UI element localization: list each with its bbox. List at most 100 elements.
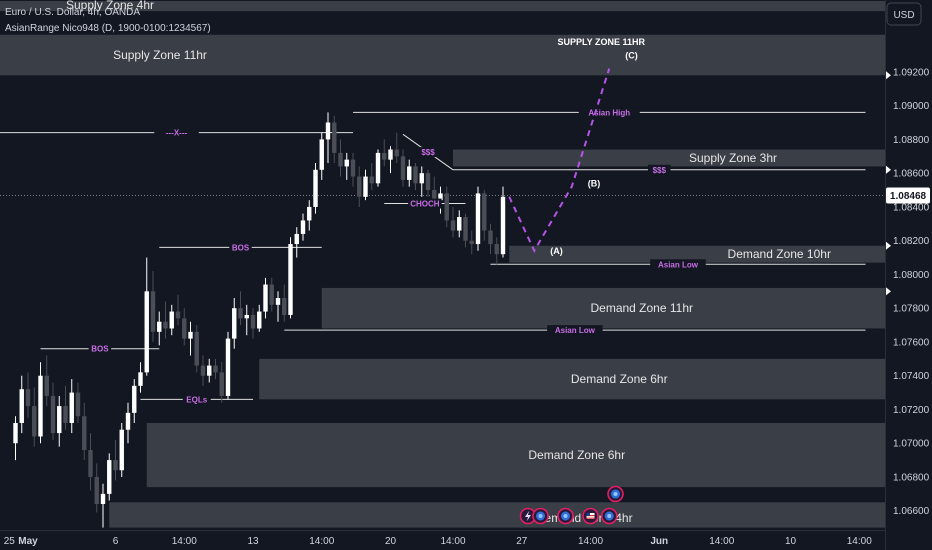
candle-body — [488, 230, 493, 245]
candle-body — [307, 206, 312, 221]
candle-body — [344, 159, 349, 167]
currency-button-label: USD — [893, 10, 914, 21]
candle-body — [375, 152, 381, 184]
price-axis[interactable]: 1.09200 1.09000 1.08800 1.08600 1.08400 1.082… — [885, 0, 932, 550]
candle-body — [332, 122, 337, 153]
annotation-label: $$$ — [421, 148, 435, 157]
zone-box — [453, 149, 885, 167]
candle-body — [432, 190, 437, 201]
candle-body — [169, 311, 174, 329]
projection-label: (A) — [550, 246, 563, 256]
candle-body — [232, 308, 237, 339]
zone-label: Demand Zone 6hr — [571, 372, 668, 386]
globe-icon[interactable] — [557, 507, 574, 525]
candle-body — [438, 193, 443, 201]
candle-body — [44, 375, 49, 396]
candle-body — [419, 173, 424, 184]
candle-body — [219, 372, 224, 396]
candle-body — [144, 291, 149, 373]
price-tick-label: 1.09000 — [893, 101, 930, 112]
candle-body — [225, 338, 231, 396]
annotation-label: Asian Low — [658, 260, 699, 269]
candle-body — [157, 321, 162, 332]
price-tick-label: 1.07200 — [893, 405, 930, 416]
candle-body — [207, 365, 212, 376]
candle-body — [300, 220, 306, 234]
candle-body — [13, 422, 18, 444]
currency-button[interactable]: USD — [886, 2, 922, 26]
event-markers-layer — [519, 485, 624, 525]
price-tick-label: 1.07400 — [893, 371, 930, 382]
zone-box — [509, 245, 885, 263]
candle-body — [113, 460, 118, 471]
zones-layer: Supply Zone 4hr Supply Zone 11hr Supply Zo… — [0, 0, 885, 528]
candle-body — [494, 244, 499, 255]
candle-body — [244, 314, 249, 319]
candle-body — [182, 318, 187, 339]
us-flag-icon[interactable] — [582, 507, 599, 525]
candle-body — [107, 460, 112, 494]
globe-icon[interactable] — [607, 485, 624, 503]
candle-body — [282, 298, 287, 315]
globe-icon[interactable] — [601, 507, 618, 525]
time-tick-label: 14:00 — [847, 536, 872, 547]
zone-box — [0, 1, 885, 12]
flag-stripe — [586, 515, 595, 517]
annotation-label: BOS — [91, 345, 109, 354]
time-tick-label: 6 — [113, 536, 119, 547]
candle-body — [425, 173, 431, 191]
annotation-label-bg — [408, 198, 442, 209]
zone-box — [321, 287, 885, 329]
price-tick-label: 1.08000 — [893, 270, 930, 281]
price-tick-label: 1.08400 — [893, 202, 930, 213]
price-tick-label: 1.09200 — [893, 67, 930, 78]
candle-body — [357, 176, 362, 197]
time-axis[interactable]: 25 May 6 14:00 13 14:00 20 14:00 27 14:00 Jun 14:00… — [0, 530, 885, 550]
candle-body — [400, 156, 406, 180]
candle-body — [457, 217, 462, 231]
annotation-label: EQLs — [186, 395, 207, 404]
last-price-tag — [886, 187, 930, 204]
candle-body — [325, 122, 331, 140]
time-tick-label: Jun — [650, 536, 668, 547]
zone-box — [0, 34, 885, 76]
candle-body — [69, 392, 74, 423]
annotation-label: Asian High — [588, 108, 630, 117]
annotation-label: ---X--- — [166, 129, 188, 138]
candle-body — [19, 389, 24, 423]
candle-body — [257, 311, 262, 329]
candle-body — [119, 429, 124, 471]
globe-icon[interactable] — [532, 507, 549, 525]
price-tick-label: 1.07800 — [893, 304, 930, 315]
candle-body — [350, 159, 356, 177]
price-tick-label: 1.07000 — [893, 439, 930, 450]
candle-body — [413, 166, 418, 184]
annotation-label-bg — [182, 394, 211, 405]
candles-layer — [13, 112, 506, 528]
annotation-label: $$$ — [653, 166, 667, 175]
time-tick-label: 14:00 — [578, 536, 603, 547]
price-tick-label: 1.06600 — [893, 506, 930, 517]
candle-body — [407, 166, 412, 180]
time-tick-label: 27 — [516, 536, 528, 547]
globe-core — [563, 514, 568, 518]
annotation-label-bg — [547, 325, 603, 336]
candle-body — [469, 240, 474, 245]
candle-body — [82, 416, 87, 450]
candle-body — [319, 139, 324, 170]
price-tick-label: 1.08600 — [893, 169, 930, 180]
candle-body — [500, 196, 506, 255]
price-tick-label: 1.06800 — [893, 472, 930, 483]
globe-core — [538, 514, 543, 518]
candle-body — [294, 233, 299, 245]
time-tick-label: 20 — [385, 536, 397, 547]
zone-box — [259, 358, 885, 400]
candle-body — [363, 176, 368, 197]
annotation-label-bg — [88, 343, 112, 354]
time-axis-background — [0, 530, 885, 550]
lightning-glyph — [525, 511, 531, 521]
candle-body — [238, 308, 243, 319]
annotation-label-bg — [416, 147, 440, 158]
